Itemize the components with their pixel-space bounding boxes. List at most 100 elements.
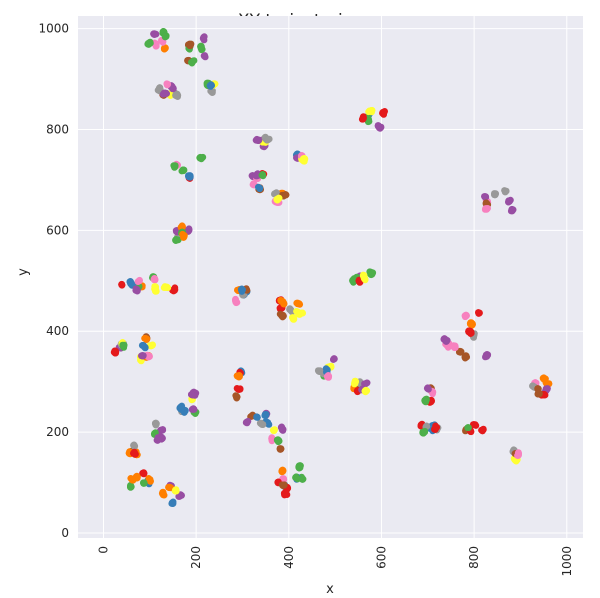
trajectory-point — [273, 196, 281, 203]
trajectory-point — [483, 353, 491, 360]
trajectory-point — [301, 158, 308, 165]
trajectory-point — [187, 41, 194, 49]
x-tick-labels: 0 200 400 600 800 1000 — [96, 546, 573, 577]
trajectory-point — [179, 230, 186, 238]
grid — [78, 16, 583, 538]
trajectory-point — [463, 353, 471, 361]
plot-area — [78, 16, 583, 538]
trajectory-point — [249, 181, 257, 188]
trajectory-point — [275, 437, 283, 445]
trajectory-point — [201, 52, 208, 60]
trajectory-point — [252, 172, 260, 180]
trajectory-point — [172, 92, 179, 99]
trajectory-point — [277, 297, 284, 304]
trajectory-point — [127, 483, 134, 491]
trajectory-point — [178, 402, 186, 410]
trajectory-point — [280, 476, 287, 483]
trajectory-point — [148, 342, 156, 349]
trajectory-point — [481, 193, 488, 200]
trajectory-point — [233, 385, 241, 392]
trajectory-point — [330, 355, 338, 362]
y-axis-label: y — [16, 268, 31, 276]
trajectory-point — [161, 33, 169, 40]
trajectory-point — [271, 190, 278, 198]
trajectory-point — [141, 479, 148, 487]
trajectory-point — [190, 57, 198, 64]
trajectory-point — [542, 379, 550, 387]
trajectory-point — [255, 184, 263, 191]
trajectory-point — [277, 445, 285, 452]
trajectory-point — [261, 412, 269, 419]
x-tick-label: 800 — [467, 546, 481, 569]
trajectory-point — [151, 275, 158, 282]
trajectory-point — [172, 237, 180, 244]
trajectory-point — [374, 122, 382, 130]
trajectory-point — [146, 476, 153, 483]
trajectory-points — [110, 28, 553, 508]
trajectory-point — [270, 427, 278, 435]
trajectory-point — [470, 421, 478, 428]
trajectory-point — [491, 190, 498, 197]
trajectory-point — [120, 342, 128, 349]
trajectory-point — [237, 286, 245, 293]
trajectory-point — [515, 452, 522, 459]
trajectory-point — [136, 276, 143, 284]
trajectory-point — [429, 390, 436, 398]
trajectory-point — [295, 300, 303, 308]
trajectory-point — [432, 422, 439, 430]
trajectory-point — [151, 31, 158, 38]
trajectory-point — [171, 164, 178, 171]
trajectory-point — [253, 137, 260, 144]
trajectory-point — [265, 421, 273, 428]
trajectory-point — [288, 307, 295, 315]
trajectory-point — [455, 348, 463, 356]
y-tick-label: 600 — [46, 223, 69, 237]
trajectory-point — [351, 380, 359, 388]
trajectory-point — [280, 481, 288, 489]
trajectory-point — [296, 463, 304, 470]
trajectory-point — [314, 367, 322, 374]
trajectory-point — [535, 385, 542, 393]
trajectory-point — [243, 419, 251, 427]
trajectory-point — [363, 379, 371, 387]
trajectory-point — [259, 421, 267, 428]
trajectory-point — [359, 116, 367, 123]
trajectory-point — [364, 118, 372, 126]
trajectory-point — [163, 80, 171, 87]
trajectory-point — [154, 86, 162, 94]
y-tick-label: 200 — [46, 425, 69, 439]
trajectory-point — [279, 313, 286, 321]
trajectory-point — [462, 312, 470, 320]
trajectory-point — [186, 173, 193, 181]
trajectory-point — [139, 352, 146, 359]
trajectory-point — [130, 441, 138, 449]
trajectory-point — [132, 287, 139, 294]
trajectory-point — [208, 82, 215, 89]
trajectory-point — [380, 111, 388, 118]
trajectory-point — [294, 475, 302, 483]
trajectory-point — [159, 39, 167, 46]
trajectory-point — [529, 382, 536, 390]
trajectory-point — [208, 89, 216, 96]
trajectory-point — [468, 322, 476, 329]
trajectory-point — [198, 155, 205, 162]
trajectory-point — [235, 372, 243, 379]
trajectory-point — [444, 344, 452, 351]
trajectory-point — [481, 206, 489, 213]
trajectory-point — [162, 44, 169, 52]
trajectory-point — [160, 90, 168, 98]
trajectory-point — [449, 343, 457, 350]
trajectory-point — [475, 309, 482, 316]
trajectory-point — [444, 337, 451, 344]
trajectory-point — [369, 269, 377, 277]
x-tick-label: 0 — [96, 546, 110, 554]
y-tick-label: 800 — [46, 122, 69, 136]
trajectory-point — [197, 42, 205, 50]
trajectory-point — [417, 422, 425, 430]
trajectory-point — [129, 476, 136, 484]
trajectory-point — [282, 191, 290, 199]
trajectory-point — [232, 297, 239, 305]
trajectory-point — [189, 405, 196, 413]
x-axis-label: x — [326, 582, 334, 597]
